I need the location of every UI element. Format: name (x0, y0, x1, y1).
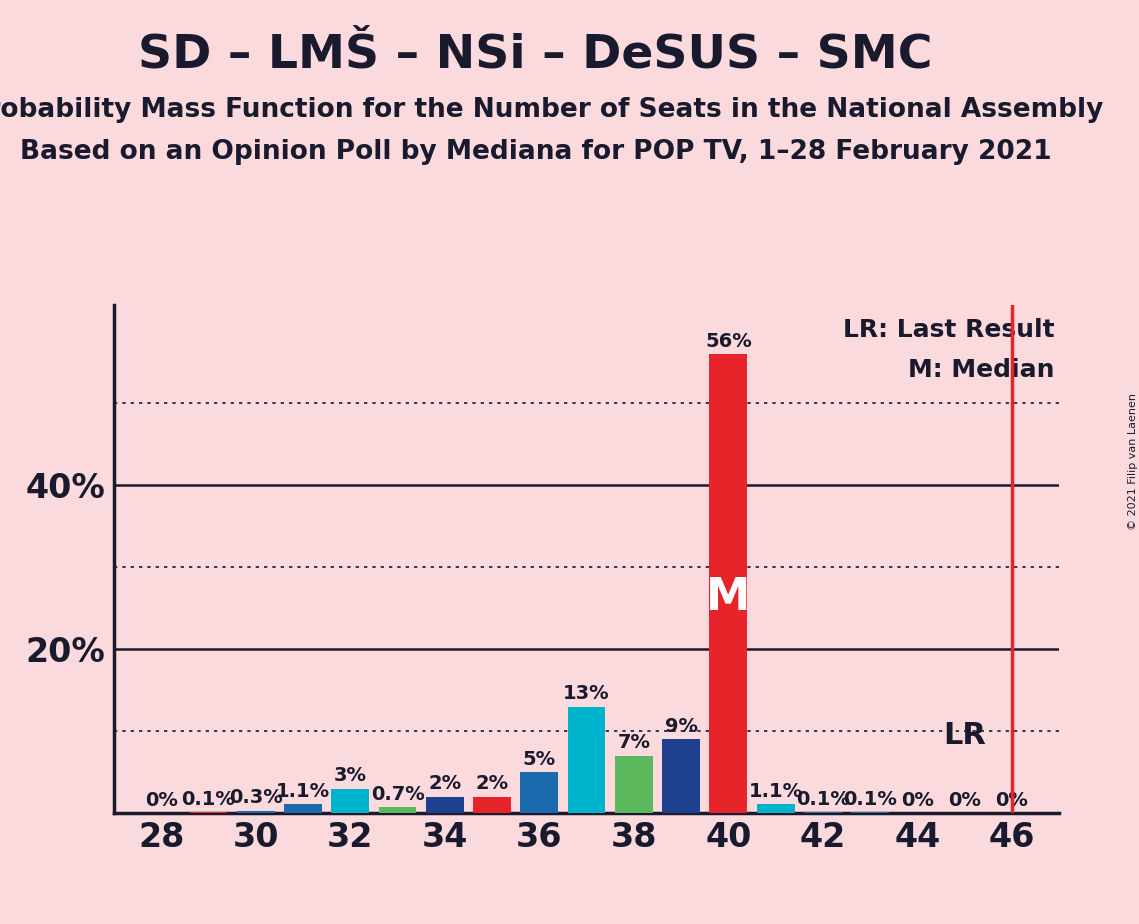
Bar (615, 756, 653, 813)
Text: 2%: 2% (475, 774, 509, 794)
Text: 0.3%: 0.3% (229, 788, 282, 808)
Bar (756, 804, 795, 813)
Text: 0%: 0% (995, 791, 1029, 809)
Text: 3%: 3% (334, 766, 367, 785)
Text: 2%: 2% (428, 774, 461, 794)
Bar (521, 772, 558, 813)
Text: M: M (706, 576, 751, 619)
Text: LR: LR (943, 721, 986, 749)
Text: © 2021 Filip van Laenen: © 2021 Filip van Laenen (1129, 394, 1138, 530)
Text: 1.1%: 1.1% (276, 782, 330, 801)
Bar (473, 796, 511, 813)
Text: M: Median: M: Median (908, 359, 1055, 383)
Bar (237, 810, 274, 813)
Text: Probability Mass Function for the Number of Seats in the National Assembly: Probability Mass Function for the Number… (0, 97, 1103, 123)
Bar (662, 739, 700, 813)
Bar (567, 707, 606, 813)
Text: 0%: 0% (145, 791, 178, 809)
Text: 13%: 13% (564, 685, 609, 703)
Text: 0%: 0% (901, 791, 934, 809)
Bar (710, 354, 747, 813)
Text: 5%: 5% (523, 750, 556, 769)
Bar (378, 808, 417, 813)
Text: 0%: 0% (949, 791, 981, 809)
Text: 0.1%: 0.1% (843, 790, 898, 809)
Bar (426, 796, 464, 813)
Text: Based on an Opinion Poll by Mediana for POP TV, 1–28 February 2021: Based on an Opinion Poll by Mediana for … (19, 139, 1051, 164)
Text: 0.1%: 0.1% (181, 790, 236, 809)
Text: 56%: 56% (705, 332, 752, 351)
Text: 1.1%: 1.1% (748, 782, 803, 801)
Bar (331, 788, 369, 813)
Text: LR: Last Result: LR: Last Result (843, 318, 1055, 342)
Text: 9%: 9% (665, 717, 697, 736)
Text: 0.7%: 0.7% (370, 785, 425, 804)
Text: SD – LMŠ – NSi – DeSUS – SMC: SD – LMŠ – NSi – DeSUS – SMC (138, 32, 933, 78)
Text: 7%: 7% (617, 734, 650, 752)
Text: 0.1%: 0.1% (796, 790, 850, 809)
Bar (284, 804, 322, 813)
